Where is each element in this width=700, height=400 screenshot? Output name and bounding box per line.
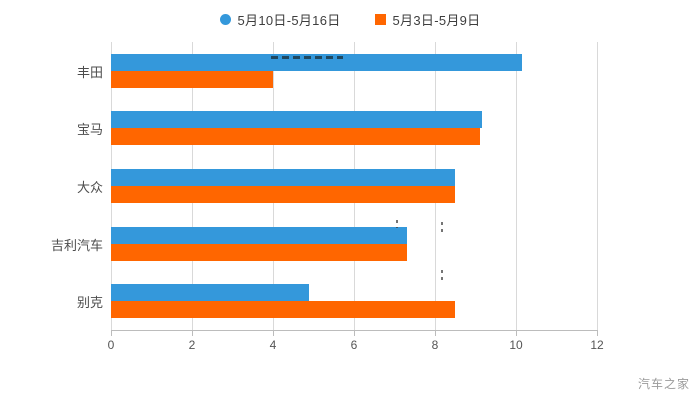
legend-label-series-1: 5月3日-5月9日 [392,12,481,28]
legend-marker-square-icon [374,13,386,25]
render-artifact [441,222,443,232]
y-axis-category-label: 别克 [76,295,103,311]
bar-group [111,111,597,146]
x-tick-label: 4 [269,338,277,352]
bar[interactable] [111,169,456,186]
bar-group [111,226,597,261]
bar-group [111,53,597,88]
chart-legend: 5月10日-5月16日 5月3日-5月9日 [0,8,700,30]
plot-area [111,42,598,330]
legend-item-series-0[interactable]: 5月10日-5月16日 [219,10,341,29]
y-axis-category-label: 丰田 [76,64,103,80]
bar-group [111,284,597,319]
x-tick-mark [435,330,436,336]
x-tick-mark [597,330,598,336]
x-tick-mark [516,330,517,336]
x-tick-mark [273,330,274,336]
bar-group [111,169,597,203]
watermark: 汽车之家 [637,377,690,391]
bar[interactable] [111,128,480,146]
render-artifact [441,270,443,284]
render-artifact [396,220,398,228]
legend-label-series-0: 5月10日-5月16日 [237,12,341,28]
legend-marker-circle-icon [219,13,231,25]
bar[interactable] [111,243,407,261]
bar[interactable] [111,301,456,319]
y-axis-category-label: 大众 [76,180,103,195]
bar[interactable] [111,70,273,88]
bar[interactable] [111,186,456,203]
y-axis-category-label: 吉利汽车 [50,237,103,253]
bar[interactable] [111,226,407,244]
bar[interactable] [111,53,523,71]
render-artifact [271,56,343,59]
x-gridline [516,42,517,330]
x-tick-label: 2 [188,338,196,352]
bar[interactable] [111,284,310,302]
x-tick-label: 6 [350,338,358,352]
x-tick-mark [111,330,112,336]
x-tick-label: 12 [590,338,604,352]
x-tick-mark [192,330,193,336]
y-axis-category-label: 宝马 [76,122,103,138]
legend-item-series-1[interactable]: 5月3日-5月9日 [374,10,481,29]
x-tick-label: 10 [509,338,523,352]
bar[interactable] [111,111,482,129]
x-tick-label: 0 [107,338,115,352]
x-gridline [597,42,598,330]
x-tick-mark [354,330,355,336]
x-tick-label: 8 [431,338,439,352]
